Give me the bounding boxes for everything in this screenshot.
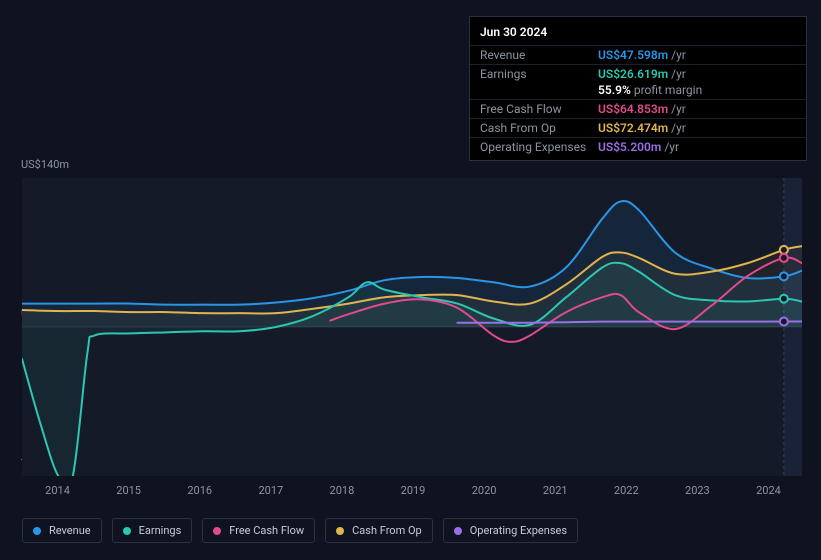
x-axis-label: 2015 bbox=[93, 484, 164, 500]
tooltip-metric-value: US$64.853m bbox=[598, 102, 668, 116]
legend-label: Operating Expenses bbox=[470, 524, 567, 537]
chart-legend: Revenue Earnings Free Cash Flow Cash From O… bbox=[22, 518, 578, 543]
x-axis-label: 2022 bbox=[591, 484, 662, 500]
legend-item-earnings[interactable]: Earnings bbox=[112, 518, 193, 543]
legend-item-free-cash-flow[interactable]: Free Cash Flow bbox=[202, 518, 315, 543]
x-axis-label: 2014 bbox=[22, 484, 93, 500]
tooltip-row: 55.9%profit margin bbox=[470, 83, 806, 99]
legend-swatch bbox=[454, 527, 462, 535]
x-axis: 2014201520162017201820192020202120222023… bbox=[22, 484, 804, 500]
tooltip-metric-value: US$5.200m bbox=[598, 140, 661, 154]
x-axis-label: 2020 bbox=[449, 484, 520, 500]
x-axis-label: 2017 bbox=[235, 484, 306, 500]
y-axis-label-top: US$140m bbox=[21, 158, 69, 171]
tooltip-metric-label: Free Cash Flow bbox=[480, 102, 598, 116]
tooltip-metric-label: Operating Expenses bbox=[480, 140, 598, 154]
tooltip-metric-unit: /yr bbox=[671, 48, 686, 62]
tooltip-metric-value: US$72.474m bbox=[598, 121, 668, 135]
legend-item-operating-expenses[interactable]: Operating Expenses bbox=[443, 518, 578, 543]
tooltip-metric-unit: /yr bbox=[671, 67, 686, 81]
tooltip-row: Free Cash FlowUS$64.853m/yr bbox=[470, 99, 806, 118]
tooltip-metric-value: 55.9% bbox=[598, 83, 631, 97]
tooltip-metric-label: Revenue bbox=[480, 48, 598, 62]
legend-swatch bbox=[123, 527, 131, 535]
financials-chart[interactable]: US$140m US$0 -US$140m bbox=[17, 160, 805, 480]
legend-swatch bbox=[336, 527, 344, 535]
legend-swatch bbox=[213, 527, 221, 535]
tooltip-metric-unit: /yr bbox=[664, 140, 679, 154]
tooltip-row: Operating ExpensesUS$5.200m/yr bbox=[470, 137, 806, 156]
tooltip-metric-unit: profit margin bbox=[634, 83, 702, 97]
tooltip-metric-unit: /yr bbox=[671, 121, 686, 135]
legend-swatch bbox=[33, 527, 41, 535]
tooltip-row: Cash From OpUS$72.474m/yr bbox=[470, 118, 806, 137]
x-axis-label: 2019 bbox=[377, 484, 448, 500]
x-axis-label: 2023 bbox=[662, 484, 733, 500]
legend-label: Earnings bbox=[139, 524, 182, 537]
legend-item-revenue[interactable]: Revenue bbox=[22, 518, 102, 543]
legend-item-cash-from-op[interactable]: Cash From Op bbox=[325, 518, 433, 543]
tooltip-row: EarningsUS$26.619m/yr bbox=[470, 64, 806, 83]
legend-label: Cash From Op bbox=[352, 524, 422, 537]
x-axis-label: 2016 bbox=[164, 484, 235, 500]
chart-tooltip: Jun 30 2024 RevenueUS$47.598m/yrEarnings… bbox=[469, 16, 807, 161]
legend-label: Free Cash Flow bbox=[229, 524, 304, 537]
tooltip-row: RevenueUS$47.598m/yr bbox=[470, 45, 806, 64]
tooltip-metric-unit: /yr bbox=[671, 102, 686, 116]
x-axis-label: 2024 bbox=[733, 484, 804, 500]
tooltip-metric-label: Cash From Op bbox=[480, 121, 598, 135]
legend-label: Revenue bbox=[49, 524, 91, 537]
x-axis-label: 2021 bbox=[520, 484, 591, 500]
tooltip-metric-value: US$26.619m bbox=[598, 67, 668, 81]
tooltip-metric-value: US$47.598m bbox=[598, 48, 668, 62]
x-axis-label: 2018 bbox=[306, 484, 377, 500]
tooltip-date: Jun 30 2024 bbox=[470, 21, 806, 45]
tooltip-metric-label: Earnings bbox=[480, 67, 598, 81]
chart-plot bbox=[22, 178, 802, 476]
